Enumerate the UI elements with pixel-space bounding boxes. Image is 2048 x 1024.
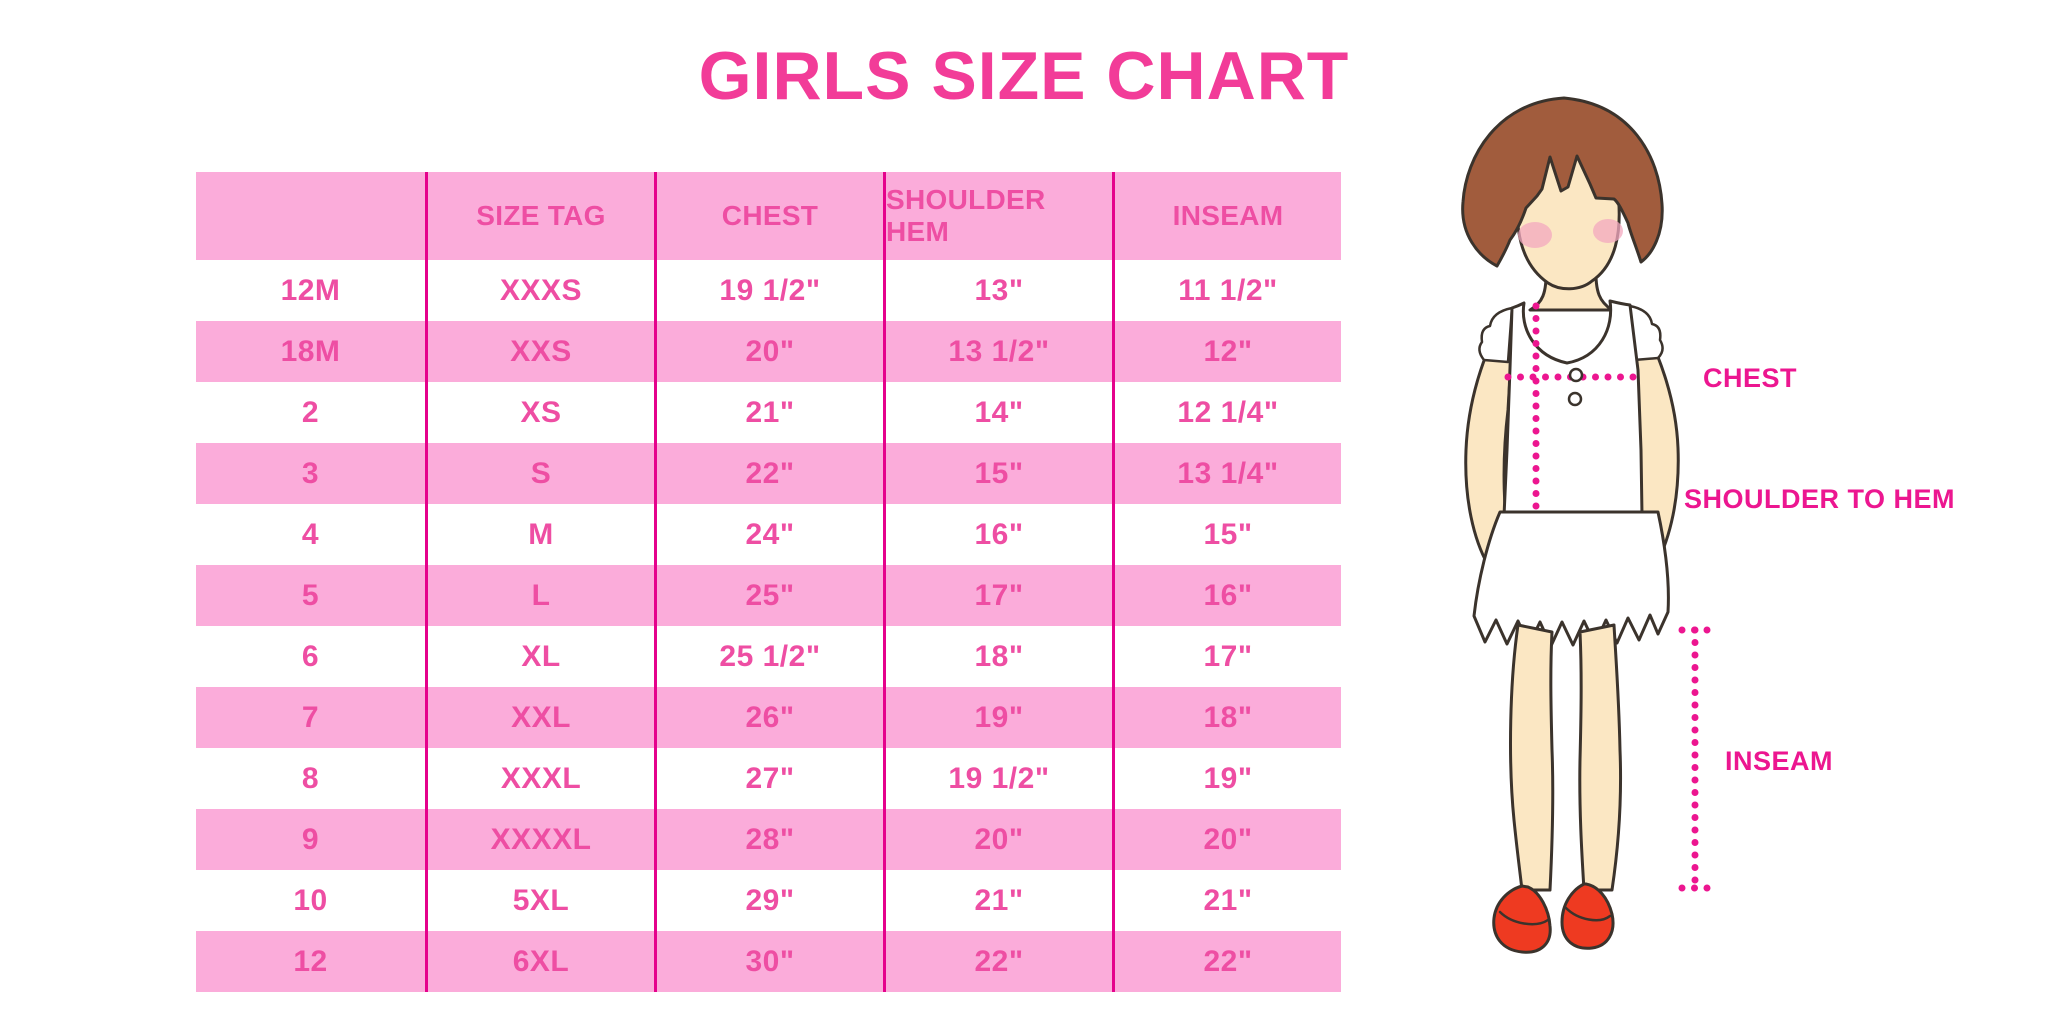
table-cell: 14" (883, 382, 1112, 443)
table-cell: 3 (301, 456, 320, 490)
table-cell: 6 (301, 639, 320, 673)
table-row: 12 6XL 30" 22" 22" (196, 931, 1341, 992)
table-cell: 25 1/2" (654, 626, 883, 687)
table-row: 3 S 22" 15" 13 1/4" (196, 443, 1341, 504)
table-cell: SHOULDER HEM (883, 172, 1112, 260)
table-cell: XXXL (425, 748, 654, 809)
blush (1518, 219, 1623, 248)
table-cell: 20" (883, 809, 1112, 870)
table-cell: XXXXL (425, 809, 654, 870)
table-row: 2 XS 21" 14" 12 1/4" (196, 382, 1341, 443)
table-cell: 28" (654, 809, 883, 870)
table-cell: 10 (293, 883, 328, 917)
table-cell: XXXS (425, 260, 654, 321)
table-row: 18M XXS 20" 13 1/2" 12" (196, 321, 1341, 382)
table-cell: 19 1/2" (654, 260, 883, 321)
table-cell: 12" (1112, 321, 1341, 382)
legs (1509, 623, 1623, 892)
table-cell: 25" (654, 565, 883, 626)
table-cell: 27" (654, 748, 883, 809)
table-cell: 7 (301, 700, 320, 734)
table-cell: 19" (1112, 748, 1341, 809)
table-row-header: SIZE TAG CHEST SHOULDER HEM INSEAM (196, 172, 1341, 260)
table-cell: XXS (425, 321, 654, 382)
table-cell: 20" (654, 321, 883, 382)
table-cell: 22" (883, 931, 1112, 992)
inseam-label: INSEAM (1725, 746, 1834, 776)
table-cell: 30" (654, 931, 883, 992)
table-cell: 13 1/2" (883, 321, 1112, 382)
buttons (1567, 367, 1584, 407)
table-cell: 5 (301, 578, 320, 612)
girl-figure-illustration (1461, 96, 1712, 954)
table-row: 4 M 24" 16" 15" (196, 504, 1341, 565)
table-cell: 19" (883, 687, 1112, 748)
table-cell: 26" (654, 687, 883, 748)
table-cell: 11 1/2" (1112, 260, 1341, 321)
table-cell: 13 1/4" (1112, 443, 1341, 504)
size-table: SIZE TAG CHEST SHOULDER HEM INSEAM 12M XXXS 19… (196, 172, 1341, 992)
table-cell: S (425, 443, 654, 504)
chest-label: CHEST (1703, 363, 1798, 393)
table-cell: 22" (1112, 931, 1341, 992)
table-cell: 12 (293, 944, 328, 978)
table-cell: 18M (280, 334, 341, 368)
table-cell: 21" (1112, 870, 1341, 931)
table-cell: 22" (654, 443, 883, 504)
table-cell: 29" (654, 870, 883, 931)
table-cell: 6XL (425, 931, 654, 992)
table-cell: XS (425, 382, 654, 443)
table-cell (196, 172, 425, 260)
table-cell: INSEAM (1112, 172, 1341, 260)
table-row: 7 XXL 26" 19" 18" (196, 687, 1341, 748)
hair (1461, 96, 1664, 268)
table-cell: 13" (883, 260, 1112, 321)
table-cell: SIZE TAG (425, 172, 654, 260)
table-cell: 21" (654, 382, 883, 443)
table-cell: 21" (883, 870, 1112, 931)
girl-figure (1400, 60, 2048, 1000)
table-cell: 4 (301, 517, 320, 551)
table-cell: 18" (1112, 687, 1341, 748)
table-cell: CHEST (654, 172, 883, 260)
page-title: GIRLS SIZE CHART (698, 38, 1350, 114)
table-cell: 19 1/2" (883, 748, 1112, 809)
table-cell: 18" (883, 626, 1112, 687)
table-cell: 24" (654, 504, 883, 565)
table-cell: 16" (1112, 565, 1341, 626)
shoes (1492, 882, 1615, 954)
table-cell: 5XL (425, 870, 654, 931)
table-cell: 12 1/4" (1112, 382, 1341, 443)
table-cell: 20" (1112, 809, 1341, 870)
table-cell: 8 (301, 761, 320, 795)
table-cell: 9 (301, 822, 320, 856)
table-cell: 17" (883, 565, 1112, 626)
table-cell: 15" (1112, 504, 1341, 565)
table-row: 5 L 25" 17" 16" (196, 565, 1341, 626)
table-cell: M (425, 504, 654, 565)
skirt (1472, 510, 1670, 648)
table-row: 6 XL 25 1/2" 18" 17" (196, 626, 1341, 687)
table-row: 10 5XL 29" 21" 21" (196, 870, 1341, 931)
table-row: 8 XXXL 27" 19 1/2" 19" (196, 748, 1341, 809)
table-cell: 17" (1112, 626, 1341, 687)
tank-top (1502, 299, 1644, 518)
shoulder-to-hem-label: SHOULDER TO HEM (1684, 484, 1956, 514)
table-cell: 16" (883, 504, 1112, 565)
shoulder-ruffles (1478, 304, 1664, 364)
table-row: 9 XXXXL 28" 20" 20" (196, 809, 1341, 870)
table-cell: 2 (301, 395, 320, 429)
table-cell: L (425, 565, 654, 626)
table-cell: XXL (425, 687, 654, 748)
table-cell: 15" (883, 443, 1112, 504)
table-cell: XL (425, 626, 654, 687)
table-cell: 12M (280, 273, 341, 307)
table-row: 12M XXXS 19 1/2" 13" 11 1/2" (196, 260, 1341, 321)
